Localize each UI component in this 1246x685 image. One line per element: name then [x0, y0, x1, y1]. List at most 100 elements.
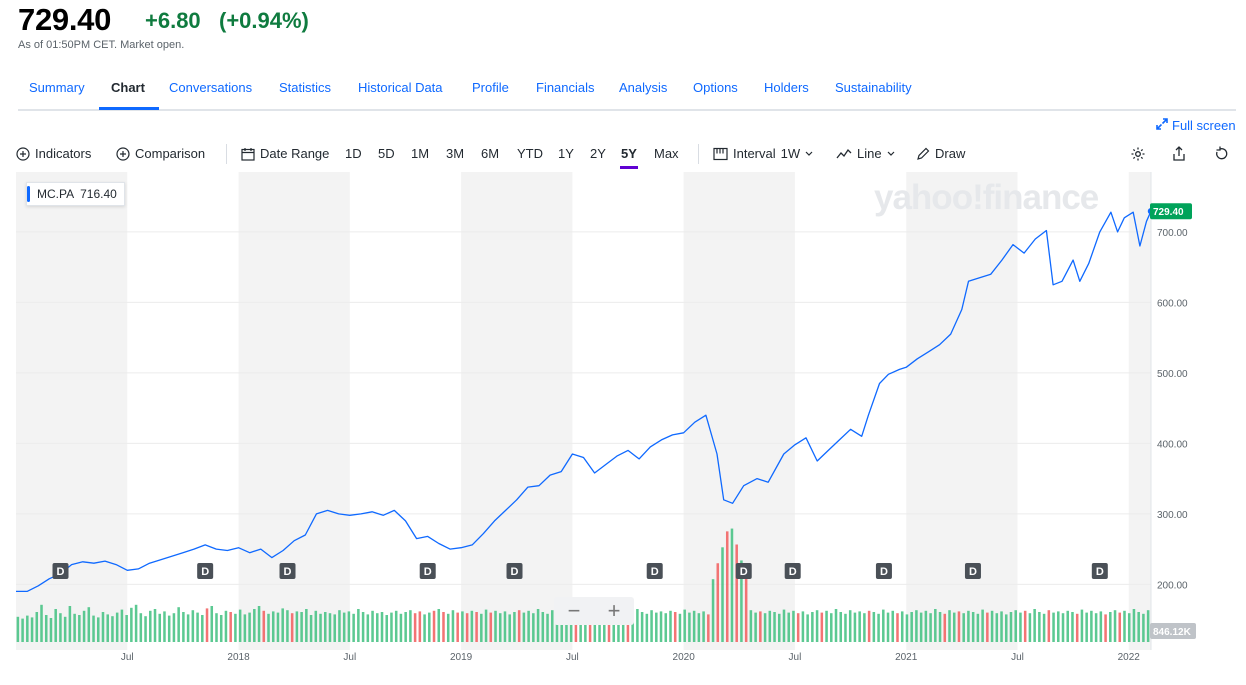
- volume-bar: [513, 612, 516, 642]
- settings-button[interactable]: [1130, 146, 1146, 162]
- volume-bar: [186, 614, 190, 642]
- tab-holders[interactable]: Holders: [764, 80, 809, 95]
- chevron-down-icon: [887, 151, 895, 157]
- range-max[interactable]: Max: [654, 146, 679, 161]
- tab-statistics[interactable]: Statistics: [279, 80, 332, 95]
- draw-button[interactable]: Draw: [916, 146, 965, 161]
- volume-bar: [508, 614, 511, 642]
- tab-analysis[interactable]: Analysis: [619, 80, 668, 95]
- tab-options[interactable]: Options: [693, 80, 738, 95]
- pencil-icon: [916, 147, 930, 161]
- comparison-button[interactable]: Comparison: [116, 146, 205, 161]
- tab-summary[interactable]: Summary: [29, 80, 85, 95]
- volume-bar: [924, 610, 928, 642]
- indicators-button[interactable]: Indicators: [16, 146, 91, 161]
- range-5y[interactable]: 5Y: [621, 146, 637, 161]
- tab-chart[interactable]: Chart: [111, 80, 145, 95]
- tab-profile[interactable]: Profile: [472, 80, 509, 95]
- volume-bar: [196, 612, 199, 642]
- volume-bar: [536, 609, 540, 642]
- range-5d[interactable]: 5D: [378, 146, 395, 161]
- tab-conversations[interactable]: Conversations: [169, 80, 253, 95]
- volume-bar: [896, 613, 899, 642]
- dividend-marker: [735, 563, 752, 579]
- volume-bar: [971, 612, 975, 642]
- dividend-label: D: [511, 566, 519, 578]
- volume-bar: [645, 613, 649, 642]
- series-legend[interactable]: MC.PA 716.40: [26, 182, 125, 206]
- volume-bar: [248, 612, 251, 642]
- volume-bar: [872, 612, 876, 642]
- volume-bar: [863, 613, 866, 642]
- volume-bar: [768, 610, 772, 642]
- volume-bar: [21, 618, 24, 642]
- full-screen-button[interactable]: Full screen: [1156, 118, 1236, 133]
- dividend-marker: [197, 563, 214, 579]
- volume-bar: [300, 612, 303, 642]
- volume-bar: [465, 613, 469, 642]
- volume-bar: [295, 611, 299, 642]
- volume-bar: [423, 614, 426, 642]
- volume-bar: [68, 606, 72, 642]
- tab-sustainability[interactable]: Sustainability: [835, 80, 912, 95]
- range-3m[interactable]: 3M: [446, 146, 465, 161]
- interval-dropdown[interactable]: Interval 1W: [713, 146, 813, 161]
- chart-toolbar: Indicators Comparison Date Range 1D 5D 1…: [16, 140, 1236, 169]
- toolbar-divider: [698, 144, 699, 164]
- volume-bar: [1146, 610, 1150, 642]
- volume-bar: [238, 609, 242, 642]
- volume-bar: [612, 612, 616, 642]
- y-tick-label: 300.00: [1157, 510, 1188, 521]
- volume-bar: [569, 610, 573, 642]
- legend-value: 716.40: [80, 187, 117, 201]
- volume-bar: [744, 576, 748, 642]
- range-6m[interactable]: 6M: [481, 146, 500, 161]
- volume-bar: [177, 607, 180, 642]
- volume-bar: [281, 608, 284, 642]
- volume-bar: [201, 615, 204, 642]
- volume-bar: [697, 613, 701, 642]
- volume-bar: [16, 616, 20, 642]
- legend-symbol: MC.PA: [37, 187, 75, 201]
- interval-label: Interval: [733, 146, 776, 161]
- volume-bar: [418, 611, 422, 642]
- range-2y[interactable]: 2Y: [590, 146, 606, 161]
- volume-bar: [456, 612, 459, 642]
- tab-financials[interactable]: Financials: [536, 80, 595, 95]
- tab-historical-data[interactable]: Historical Data: [358, 80, 443, 95]
- price-chart[interactable]: 700.00 600.00 500.00 400.00 300.00 200.00 729.…: [16, 172, 1246, 662]
- volume-bar: [111, 616, 114, 642]
- period-shade: [1128, 172, 1151, 650]
- volume-bar: [915, 610, 918, 642]
- zoom-out-button[interactable]: −: [567, 598, 581, 623]
- dividend-label: D: [969, 566, 977, 578]
- volume-bar: [229, 612, 232, 642]
- range-ytd[interactable]: YTD: [517, 146, 543, 161]
- volume-bar: [919, 612, 923, 642]
- volume-bar: [134, 604, 138, 642]
- date-range-button[interactable]: Date Range: [241, 146, 329, 161]
- zoom-in-button[interactable]: +: [607, 598, 621, 623]
- volume-bar: [815, 610, 819, 642]
- range-1m[interactable]: 1M: [411, 146, 430, 161]
- volume-bar: [78, 615, 81, 642]
- volume-bar: [409, 610, 412, 642]
- volume-bar: [432, 610, 436, 642]
- chart-type-dropdown[interactable]: Line: [836, 146, 895, 161]
- interval-value: 1W: [780, 146, 801, 161]
- share-button[interactable]: [1172, 146, 1186, 162]
- range-1y[interactable]: 1Y: [558, 146, 574, 161]
- range-1d[interactable]: 1D: [345, 146, 362, 161]
- volume-bar: [740, 560, 743, 642]
- volume-bar: [617, 610, 620, 642]
- volume-bar: [1104, 614, 1107, 642]
- reset-button[interactable]: [1214, 146, 1228, 162]
- volume-bar: [1071, 612, 1074, 642]
- volume-bar: [962, 613, 965, 642]
- volume-bar: [995, 613, 999, 642]
- volume-bar: [716, 563, 720, 642]
- volume-bar: [527, 610, 530, 642]
- volume-bar: [650, 610, 653, 642]
- volume-bar: [678, 613, 682, 642]
- dividend-marker: [646, 563, 663, 579]
